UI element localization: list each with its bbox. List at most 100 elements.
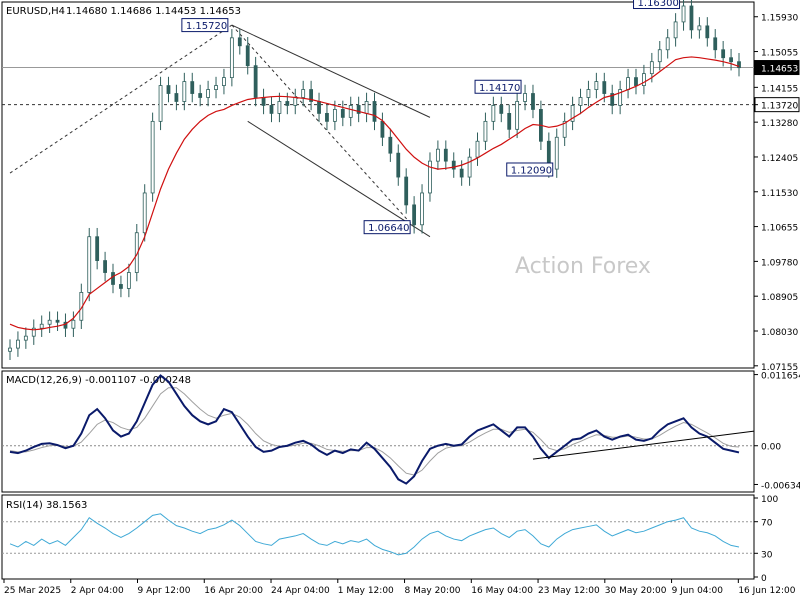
candle	[39, 315, 44, 337]
price-tick-label: 1.15055	[761, 49, 798, 59]
candle-body	[475, 140, 480, 158]
candle-body	[681, 5, 686, 23]
candle-body	[356, 105, 361, 114]
time-tick-label: 23 May 12:00	[538, 586, 600, 596]
candle-body	[372, 101, 377, 122]
candle	[119, 275, 123, 298]
candle-body	[364, 101, 369, 114]
price-tick-label: 1.08905	[761, 293, 798, 303]
candle-body	[443, 148, 448, 162]
candle	[166, 76, 171, 103]
candle-body	[634, 77, 638, 86]
candle	[142, 184, 147, 242]
candle-body	[198, 93, 203, 98]
candle-body	[737, 61, 741, 69]
candle-body	[602, 81, 607, 94]
candle	[16, 331, 20, 357]
candle	[451, 152, 456, 178]
candle	[87, 227, 92, 302]
candle-body	[31, 327, 36, 337]
candle-body	[428, 160, 432, 194]
candle	[396, 144, 401, 186]
macd-trend-line	[532, 430, 755, 460]
candle-body	[229, 37, 234, 79]
candle-body	[8, 347, 12, 352]
candle-body	[404, 176, 409, 206]
price-label-text: 1.15720	[186, 21, 227, 32]
candle-body	[459, 168, 464, 178]
candle	[356, 96, 361, 123]
candle-body	[317, 101, 321, 114]
candle-body	[396, 152, 401, 178]
candle	[47, 311, 52, 333]
candle	[420, 184, 424, 234]
time-tick-label: 30 May 20:00	[605, 586, 667, 596]
macd-title: MACD(12,26,9) -0.001107 -0.000248	[6, 375, 191, 386]
candle-body	[420, 192, 424, 226]
candle	[269, 96, 274, 123]
time-tick-label: 9 Apr 12:00	[138, 586, 191, 596]
candle	[237, 29, 242, 55]
price-tick-label: 1.07155	[761, 363, 798, 373]
candle-body	[301, 89, 306, 98]
price-tick-label: 1.13280	[761, 119, 798, 129]
candle	[174, 84, 179, 111]
candle-body	[586, 89, 591, 98]
candle-body	[16, 339, 20, 349]
time-tick-label: 16 May 04:00	[471, 586, 533, 596]
candle-body	[554, 136, 559, 170]
candle	[198, 84, 203, 107]
time-tick-label: 16 Jun 12:00	[738, 586, 795, 596]
macd-panel	[1, 370, 755, 493]
candle	[705, 17, 710, 47]
price-panel	[1, 1, 755, 369]
price-label-box	[363, 220, 411, 235]
candle	[301, 80, 306, 107]
candle	[681, 0, 686, 31]
candle-body	[23, 335, 28, 341]
candle-body	[150, 120, 155, 194]
candle	[71, 311, 76, 337]
candle	[55, 311, 60, 331]
candle-body	[269, 105, 274, 114]
candle	[340, 100, 345, 127]
candle-body	[206, 89, 210, 98]
candle	[634, 68, 638, 95]
candle-body	[87, 236, 92, 293]
candle-body	[626, 77, 630, 90]
candle-body	[253, 65, 258, 98]
candle	[531, 84, 535, 119]
candle	[404, 168, 409, 214]
price-label-4: 1.16300	[633, 0, 681, 10]
trend-line-2	[231, 24, 431, 118]
candle	[412, 196, 417, 234]
candle	[31, 319, 36, 345]
watermark: Action Forex	[515, 254, 651, 279]
price-tick-label: 1.11530	[761, 189, 798, 199]
candle-body	[697, 25, 702, 31]
macd-line	[9, 374, 740, 485]
candle-body	[39, 323, 44, 329]
price-tick-label: 1.14653	[761, 65, 798, 75]
candle	[23, 327, 28, 349]
candle-body	[348, 105, 353, 118]
price-label-1: 1.06640	[363, 220, 411, 235]
rsi-layer	[2, 513, 754, 556]
candle	[475, 132, 480, 166]
candle-body	[491, 105, 496, 122]
candle	[348, 96, 353, 127]
price-tick-label: 1.15930	[761, 14, 798, 24]
candle-body	[47, 319, 52, 325]
candle	[594, 72, 599, 99]
candle-body	[55, 319, 60, 323]
axis-layer: 1.15930 1.15055 1.14653 1.14155 1.13720 1.132…	[3, 14, 800, 596]
rsi-tick-label: 100	[761, 495, 778, 505]
candle-body	[531, 93, 535, 110]
price-label-2: 1.14170	[474, 79, 522, 94]
price-tick-label: 1.12405	[761, 154, 798, 164]
candle	[515, 92, 520, 139]
candle-body	[515, 101, 520, 130]
candle-body	[618, 89, 623, 106]
